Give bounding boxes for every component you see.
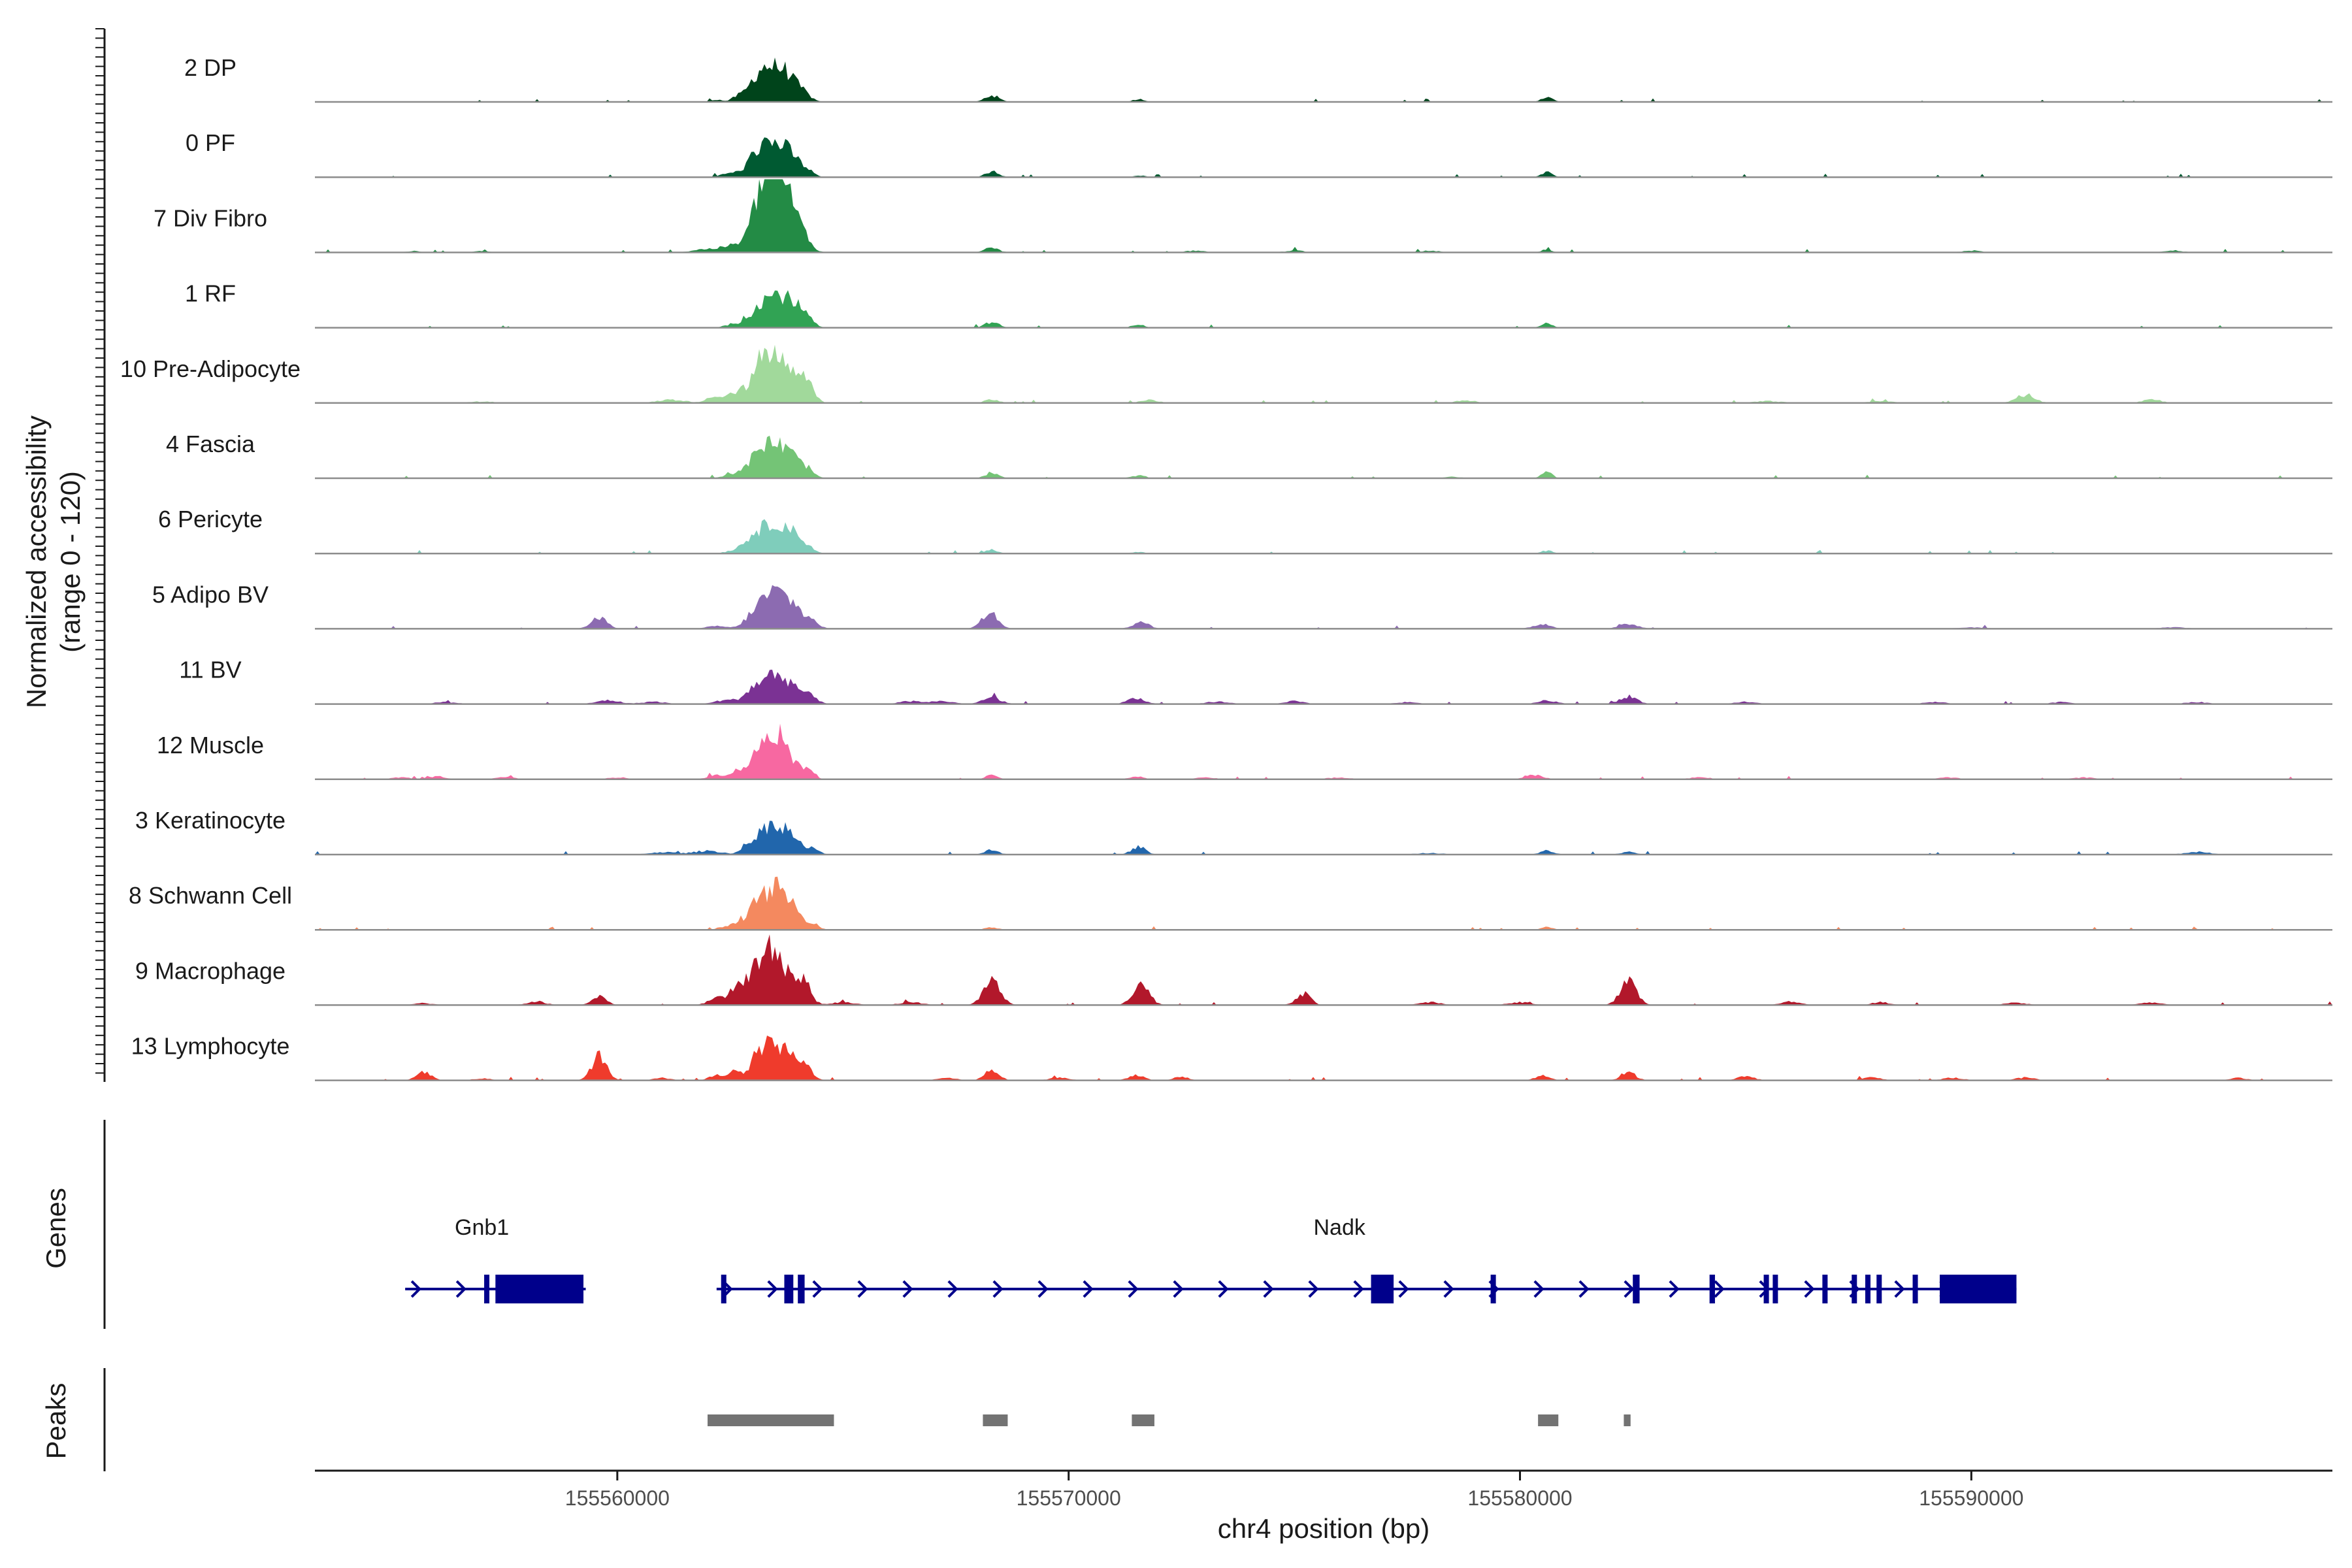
coverage-tracks: 2 DP 0 PF 7 Div Fibro 1 RF 10 Pre-Adipocyte 4… (120, 54, 2332, 1081)
strand-arrow (857, 1280, 868, 1298)
peak-region (1132, 1414, 1154, 1426)
exon (798, 1275, 805, 1303)
x-tick-label: 155580000 (1467, 1486, 1572, 1510)
track-label: 6 Pericyte (158, 506, 263, 532)
peak-region (1538, 1414, 1559, 1426)
y-axis-range: (range 0 - 120) (55, 471, 86, 653)
strand-arrow (767, 1280, 778, 1298)
exon (1490, 1275, 1496, 1303)
peak-track (708, 1414, 1631, 1426)
exon (1865, 1275, 1870, 1303)
track-label: 5 Adipo BV (152, 581, 269, 608)
strand-arrow (902, 1280, 913, 1298)
gene-label: Nadk (1313, 1215, 1365, 1240)
x-tick-label: 155560000 (565, 1486, 670, 1510)
strand-arrow (1443, 1280, 1454, 1298)
exon (1709, 1275, 1715, 1303)
track-12-muscle: 12 Muscle (157, 723, 2332, 781)
exon (1633, 1275, 1640, 1303)
strand-arrow (1669, 1280, 1680, 1298)
x-axis-title: chr4 position (bp) (1218, 1513, 1430, 1544)
track-label: 13 Lymphocyte (131, 1033, 290, 1060)
strand-arrow (1128, 1280, 1139, 1298)
strand-arrow (1083, 1280, 1094, 1298)
strand-arrow (1263, 1280, 1274, 1298)
strand-arrow (1353, 1280, 1364, 1298)
track-3-keratinocyte: 3 Keratinocyte (135, 807, 2332, 856)
exon (484, 1275, 490, 1303)
peak-region (708, 1414, 834, 1426)
strand-arrow (1173, 1280, 1184, 1298)
track-label: 12 Muscle (157, 732, 264, 759)
exon (1371, 1275, 1394, 1303)
track-4-fascia: 4 Fascia (166, 431, 2332, 480)
strand-arrow (1398, 1280, 1409, 1298)
coverage-y-ticks (95, 28, 105, 1074)
exon (1876, 1275, 1882, 1303)
track-label: 9 Macrophage (135, 957, 286, 984)
gene-track: Gnb1 Nadk (405, 1215, 2017, 1303)
strand-arrow (455, 1280, 466, 1298)
gene-nadk: Nadk (716, 1215, 2017, 1303)
track-11-bv: 11 BV (179, 657, 2332, 705)
gene-label: Gnb1 (455, 1215, 509, 1240)
y-axis-title: Normalized accessibility (21, 416, 52, 708)
track-label: 8 Schwann Cell (129, 882, 292, 909)
peak-region (983, 1414, 1008, 1426)
strand-arrow (1804, 1280, 1815, 1298)
track-0-pf: 0 PF (186, 129, 2332, 178)
exon (1772, 1275, 1778, 1303)
track-label: 7 Div Fibro (154, 204, 267, 231)
track-label: 1 RF (185, 280, 236, 307)
exon (784, 1275, 794, 1303)
peaks-panel-title: Peaks (41, 1383, 71, 1460)
track-5-adipo-bv: 5 Adipo BV (152, 581, 2332, 630)
track-label: 2 DP (184, 54, 237, 81)
strand-arrow (1714, 1280, 1725, 1298)
genes-panel-title: Genes (41, 1188, 71, 1269)
strand-arrow (1037, 1280, 1049, 1298)
x-tick-label: 155590000 (1919, 1486, 2023, 1510)
strand-arrow (1533, 1280, 1544, 1298)
track-1-rf: 1 RF (185, 280, 2332, 329)
track-7-div-fibro: 7 Div Fibro (154, 179, 2332, 253)
track-label: 11 BV (179, 657, 241, 683)
track-label: 10 Pre-Adipocyte (120, 355, 301, 382)
strand-arrow (812, 1280, 823, 1298)
track-label: 0 PF (186, 129, 235, 156)
exon (721, 1275, 727, 1303)
track-10-pre-adipocyte: 10 Pre-Adipocyte (120, 344, 2332, 404)
peak-region (1624, 1414, 1631, 1426)
exon (1912, 1275, 1918, 1303)
track-2-dp: 2 DP (184, 54, 2332, 103)
exon (1852, 1275, 1857, 1303)
x-tick-label: 155570000 (1017, 1486, 1121, 1510)
strand-arrow (992, 1280, 1004, 1298)
strand-arrow (947, 1280, 958, 1298)
exon (495, 1275, 584, 1303)
track-8-schwann-cell: 8 Schwann Cell (129, 876, 2332, 931)
strand-arrow (1308, 1280, 1319, 1298)
strand-arrow (410, 1280, 421, 1298)
gene-gnb1: Gnb1 (405, 1215, 586, 1303)
strand-arrow (1624, 1280, 1635, 1298)
x-axis-ticks: 155560000 155570000 155580000 155590000 (565, 1471, 2023, 1510)
exon (1763, 1275, 1769, 1303)
exon (1939, 1275, 2017, 1303)
track-6-pericyte: 6 Pericyte (158, 506, 2332, 555)
track-9-macrophage: 9 Macrophage (135, 934, 2332, 1006)
strand-arrow (1578, 1280, 1590, 1298)
track-13-lymphocyte: 13 Lymphocyte (131, 1033, 2332, 1081)
exon (1822, 1275, 1828, 1303)
track-label: 3 Keratinocyte (135, 807, 286, 834)
strand-arrow (1894, 1280, 1905, 1298)
strand-arrow (1218, 1280, 1229, 1298)
track-label: 4 Fascia (166, 431, 255, 457)
